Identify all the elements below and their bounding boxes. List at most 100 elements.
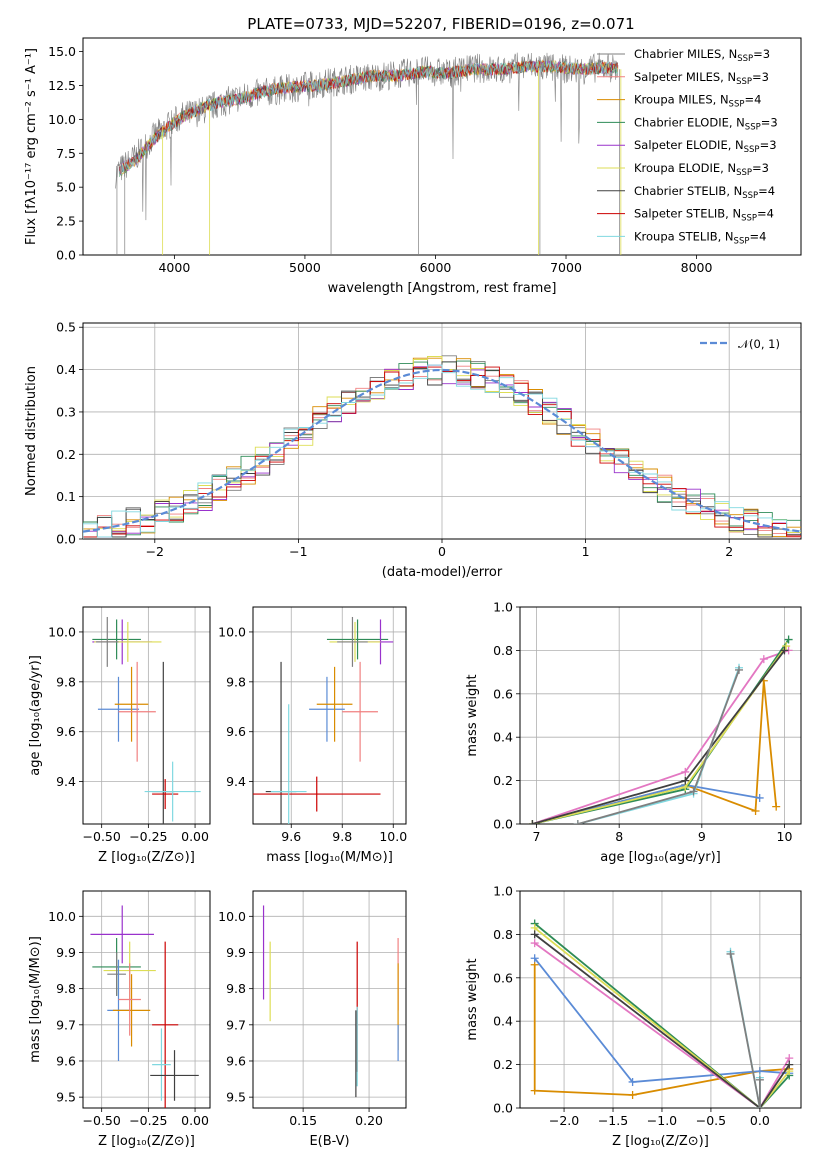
x-tick-label: 2 — [725, 544, 733, 559]
y-tick-label: 0.3 — [56, 404, 76, 419]
mass-weight-marker — [751, 806, 760, 815]
legend-subscript: SSP — [745, 122, 761, 132]
plot-area-age_vs_Z — [92, 616, 201, 824]
mass-weight-marker — [755, 793, 764, 802]
y-tick-label: 9.4 — [56, 774, 76, 789]
x-tick-label: 0.00 — [181, 829, 209, 844]
legend-suffix: =3 — [761, 115, 778, 129]
legend-subscript: SSP — [741, 214, 757, 224]
x-tick-label: 0.20 — [355, 1113, 383, 1128]
y-tick-label: 0.8 — [493, 643, 513, 658]
legend-label-salpeter_stelib: Salpeter STELIB, NSSP=4 — [634, 207, 774, 224]
x-axis-label: mass [log₁₀(M/M⊙)] — [266, 850, 393, 865]
y-tick-label: 0.1 — [56, 489, 76, 504]
x-tick-label: −0.5 — [696, 1113, 726, 1128]
legend-suffix: =4 — [758, 184, 775, 198]
y-tick-label: 2.5 — [56, 214, 76, 229]
mass-weight-line — [532, 649, 789, 824]
x-tick-label: 9.6 — [281, 829, 301, 844]
mass-weight-marker — [689, 787, 698, 796]
legend-text: Salpeter ELODIE, N — [634, 138, 744, 152]
plot-layer: 4000 5000 6000 7000 80000.02.55.07.510.012.5… — [24, 37, 802, 1149]
plot-area-mass_weight_vs_age — [528, 635, 793, 824]
y-tick-label: 10.0 — [48, 112, 76, 127]
x-axis-label: Z [log₁₀(Z/Z⊙)] — [98, 850, 195, 865]
axes-age_vs_mass: 9.6 9.8 10.0 9.4 9.6 9.8 10.0 mass [log₁₀(M/M⊙)… — [218, 606, 407, 865]
mass-weight-marker — [681, 776, 690, 785]
y-tick-label: 15.0 — [48, 44, 76, 59]
normal-reference-curve — [83, 368, 801, 533]
y-tick-label: 9.9 — [56, 945, 76, 960]
plot-area-age_vs_mass — [253, 616, 394, 824]
x-axis-label: wavelength [Angstrom, rest frame] — [328, 281, 557, 296]
y-tick-label: 7.5 — [56, 146, 76, 161]
x-tick-label: −1.5 — [598, 1113, 628, 1128]
axes-spectrum: 4000 5000 6000 7000 8000 0.0 2.5 5.0 7.5 10.0 12.5… — [24, 37, 802, 296]
legend-subscript: SSP — [736, 77, 752, 87]
legend-subscript: SSP — [734, 236, 750, 246]
plot-area-mass_vs_EBV — [262, 905, 399, 1098]
legend-label-chabrier_stelib: Chabrier STELIB, NSSP=4 — [634, 184, 775, 201]
x-tick-label: 7000 — [550, 260, 582, 275]
x-tick-label: −0.50 — [83, 1113, 121, 1128]
y-tick-label: 0.4 — [56, 362, 76, 377]
legend-text: Chabrier ELODIE, N — [634, 115, 745, 129]
x-tick-label: −0.25 — [129, 1113, 167, 1128]
axes-mass_vs_EBV: 0.15 0.20 9.5 9.6 9.7 9.8 9.9 10.0 E(B-V) — [218, 890, 407, 1149]
legend-text: Kroupa MILES, N — [634, 93, 729, 107]
x-tick-label: 10 — [777, 829, 793, 844]
mass-weight-marker — [681, 767, 690, 776]
mass-weight-marker — [759, 655, 768, 664]
y-tick-label: 10.0 — [48, 909, 76, 924]
figure-title: PLATE=0733, MJD=52207, FIBERID=0196, z=0… — [247, 15, 634, 33]
x-axis-label: E(B-V) — [309, 1134, 349, 1149]
legend-suffix: =3 — [752, 161, 769, 175]
legend-label-kroupa_miles: Kroupa MILES, NSSP=4 — [634, 93, 761, 110]
legend-label-salpeter_miles: Salpeter MILES, NSSP=3 — [634, 70, 769, 87]
y-tick-label: 9.8 — [56, 674, 76, 689]
mass-weight-marker — [784, 635, 793, 644]
y-axis-label: age [log₁₀(age/yr)] — [28, 655, 43, 776]
axes-age_vs_Z: −0.50 −0.25 0.00 9.4 9.6 9.8 10.0 Z [log₁₀(Z/Z⊙… — [28, 606, 211, 865]
y-tick-label: 0.6 — [493, 686, 513, 701]
legend-suffix: =3 — [752, 70, 769, 84]
y-tick-label: 0.4 — [493, 1014, 513, 1029]
x-tick-label: 0.00 — [181, 1113, 209, 1128]
y-tick-label: 9.5 — [56, 1090, 76, 1105]
legend-suffix: =3 — [753, 47, 770, 61]
mass-weight-marker — [573, 820, 582, 824]
legend-subscript: SSP — [729, 100, 745, 110]
mass-weight-marker — [530, 930, 539, 939]
y-tick-label: 0.0 — [56, 248, 76, 263]
mass-weight-marker — [726, 949, 735, 958]
x-tick-label: −2.0 — [549, 1113, 579, 1128]
legend-subscript: SSP — [736, 168, 752, 178]
plot-area-spectrum — [115, 52, 622, 255]
mass-weight-line — [534, 942, 791, 1108]
x-tick-label: 0.0 — [750, 1113, 770, 1128]
x-tick-label: 10.0 — [379, 829, 407, 844]
legend-label-chabrier_miles: Chabrier MILES, NSSP=3 — [634, 47, 770, 64]
x-tick-label: −1 — [289, 544, 307, 559]
y-tick-label: 0.6 — [493, 970, 513, 985]
residual-histogram-kroupa_stelib — [83, 364, 801, 539]
axes-frame — [519, 890, 802, 1109]
mass-weight-marker — [530, 954, 539, 963]
y-axis-label: Flux [fλ10⁻¹⁷ erg cm⁻² s⁻¹ A⁻¹] — [24, 48, 39, 245]
axes-mass_weight_vs_Z: −2.0 −1.5 −1.0 −0.5 0.0 0.0 0.2 0.4 0.6 0.8 1.0 Z [… — [465, 884, 802, 1149]
plot-area-mass_vs_Z — [90, 905, 199, 1108]
legend-label-chabrier_elodie: Chabrier ELODIE, NSSP=3 — [634, 115, 778, 132]
legend-label-normal: 𝒩(0, 1) — [738, 337, 780, 351]
mass-weight-marker — [782, 642, 791, 651]
y-tick-label: 0.0 — [493, 817, 513, 832]
mass-weight-marker — [785, 1060, 794, 1069]
mass-weight-line — [534, 927, 791, 1108]
x-tick-label: 6000 — [420, 260, 452, 275]
model-fit-line-kroupa_elodie — [119, 60, 619, 175]
axes-frame — [252, 606, 407, 825]
residual-legend: 𝒩(0, 1) — [700, 337, 780, 351]
axes-residuals: −2 −1 0 1 2 0.0 0.1 0.2 0.3 0.4 0.5 (data-model)/er… — [24, 320, 802, 580]
y-tick-label: 5.0 — [56, 180, 76, 195]
y-tick-label: 0.2 — [493, 773, 513, 788]
x-tick-label: 9 — [698, 829, 706, 844]
